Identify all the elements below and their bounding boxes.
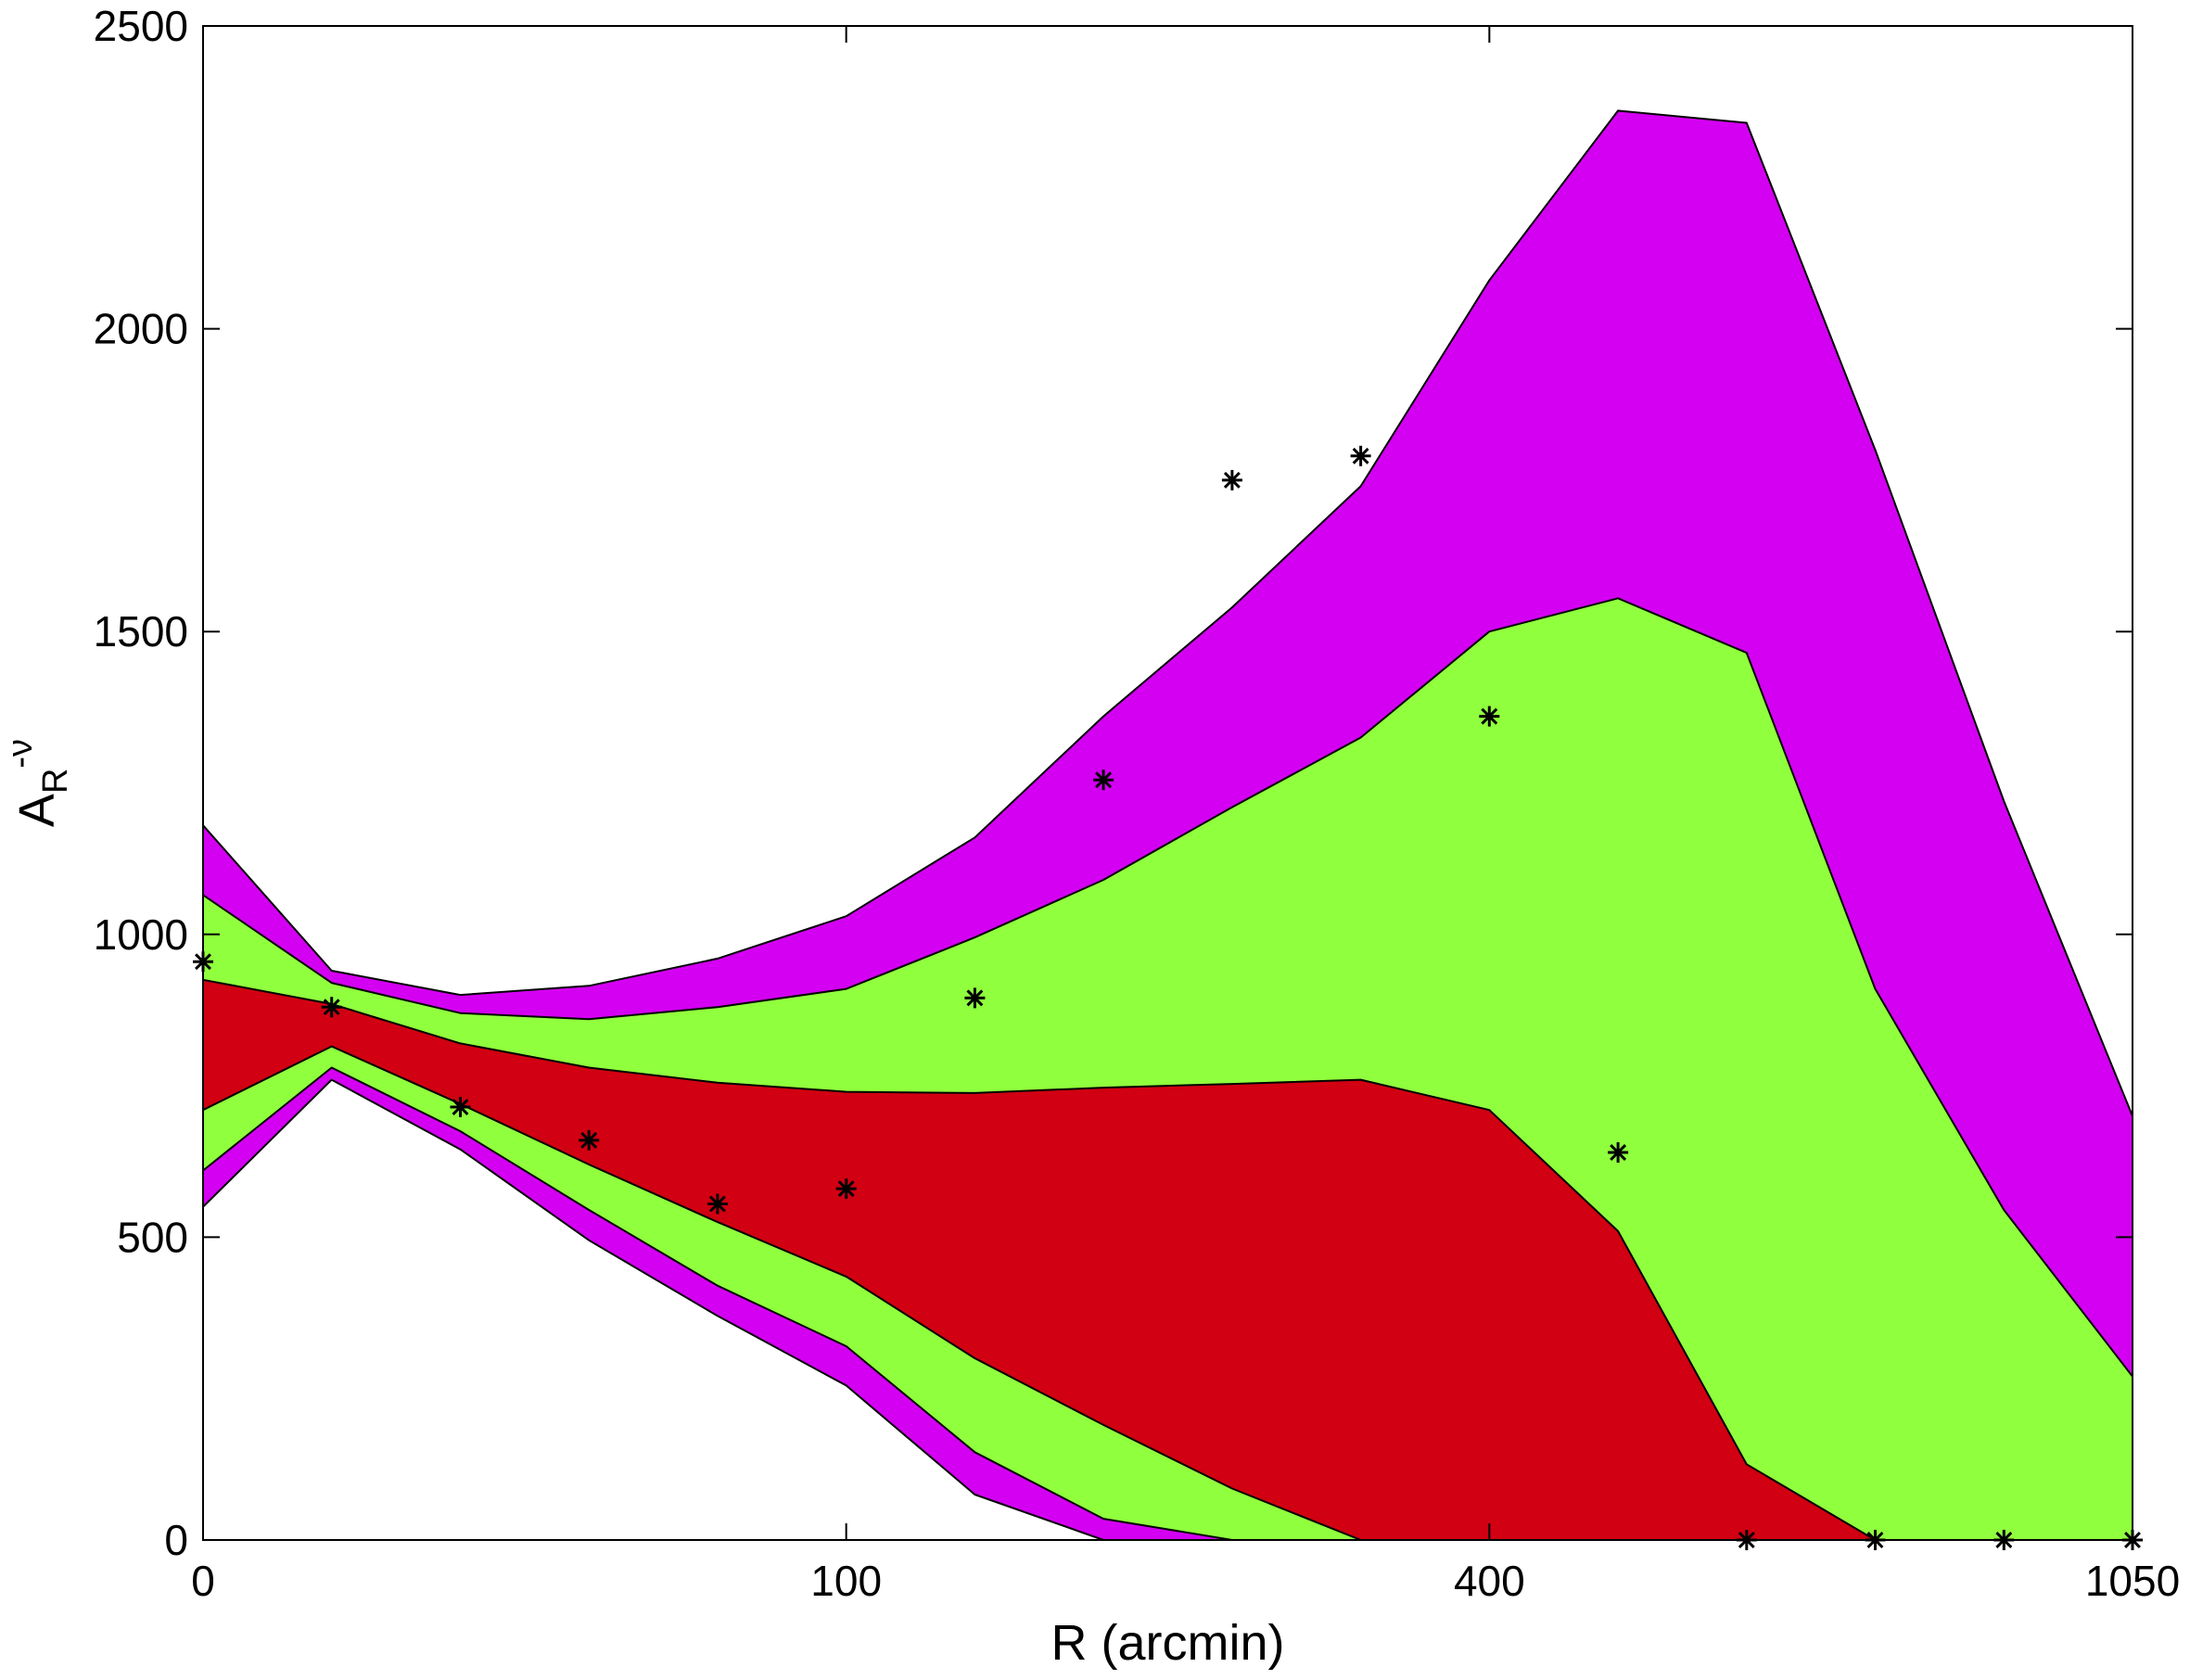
x-tick-label: 100 [810, 1557, 882, 1605]
y-tick-label: 1500 [94, 607, 188, 655]
data-point [1221, 469, 1242, 490]
y-tick-label: 2500 [94, 2, 188, 50]
y-tick-label: 500 [117, 1213, 188, 1261]
asterisk-stroke [580, 1131, 598, 1149]
asterisk-stroke [966, 989, 984, 1007]
labels-layer: 0 500 1000 1500 2000 2500 0 100 400 1050 [94, 2, 2181, 1605]
y-tick-label: 1000 [94, 910, 188, 959]
x-tick-label: 0 [191, 1557, 215, 1605]
asterisk-stroke [837, 1180, 855, 1198]
data-point [1479, 706, 1500, 727]
bands-layer [202, 109, 2133, 1541]
data-point [1093, 770, 1114, 791]
asterisk-stroke [708, 1195, 726, 1213]
points-layer [193, 445, 2143, 1550]
data-point [579, 1129, 600, 1151]
asterisk-stroke [1095, 771, 1113, 789]
x-axis-title: R (arcmin) [1051, 1615, 1285, 1671]
ticks-layer [202, 25, 2133, 1541]
asterisk-stroke [1223, 471, 1241, 489]
y-axis-title-base: A [9, 794, 65, 827]
data-point [321, 997, 342, 1018]
asterisk-stroke [452, 1099, 469, 1115]
y-tick-label: 0 [164, 1516, 188, 1564]
data-point [1608, 1142, 1629, 1163]
asterisk-stroke [1610, 1144, 1627, 1161]
data-point [964, 987, 986, 1009]
y-axis-title-subscript: R [36, 769, 75, 794]
asterisk-stroke [323, 999, 340, 1016]
x-tick-label: 1050 [2085, 1557, 2180, 1605]
y-axis-title: AR-ν [1, 739, 75, 827]
asterisk-stroke [1481, 707, 1498, 725]
data-point [1350, 445, 1371, 466]
data-point [450, 1097, 471, 1117]
plot-frame [202, 25, 2133, 1541]
y-axis-title-superscript: -ν [1, 739, 40, 769]
data-point [707, 1193, 728, 1215]
data-point [835, 1178, 857, 1200]
x-tick-label: 400 [1454, 1557, 1525, 1605]
asterisk-stroke [1352, 447, 1369, 465]
y-tick-label: 2000 [94, 305, 188, 353]
